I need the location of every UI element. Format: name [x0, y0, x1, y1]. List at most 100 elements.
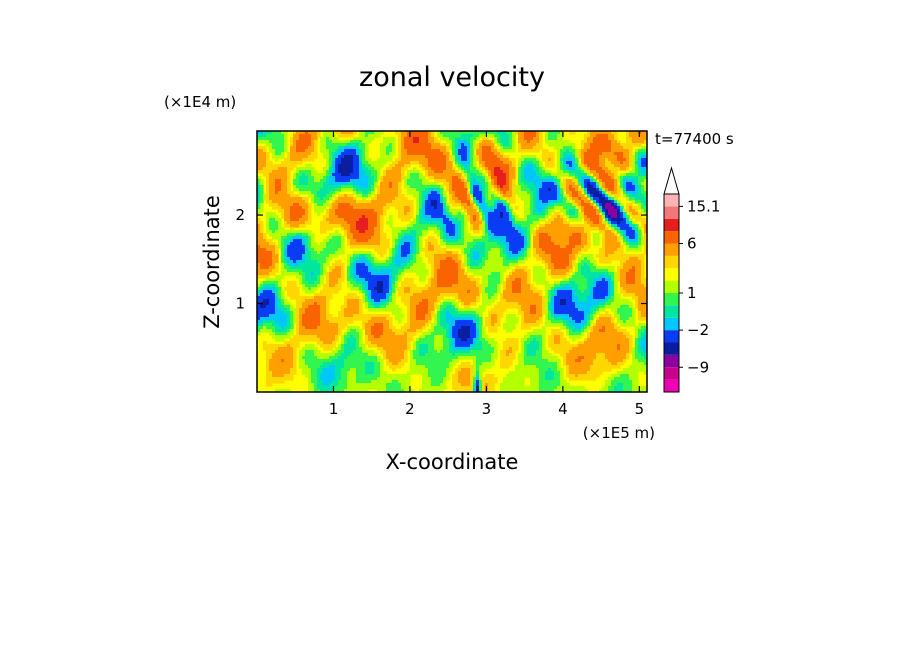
field-cell [641, 260, 645, 264]
field-cell [551, 194, 555, 198]
field-cell [545, 209, 549, 213]
field-cell [521, 176, 525, 180]
field-cell [365, 176, 369, 180]
field-cell [638, 245, 642, 249]
field-cell [449, 209, 453, 213]
field-cell [602, 224, 606, 228]
field-cell [368, 164, 372, 168]
field-cell [557, 140, 561, 144]
field-cell [536, 248, 540, 252]
field-cell [263, 146, 267, 150]
field-cell [488, 200, 492, 204]
field-cell [308, 248, 312, 252]
field-cell [482, 242, 486, 246]
field-cell [323, 257, 327, 261]
field-cell [500, 161, 504, 165]
field-cell [500, 224, 504, 228]
field-cell [290, 203, 294, 207]
field-cell [587, 227, 591, 231]
field-cell [608, 143, 612, 147]
field-cell [422, 152, 426, 156]
field-cell [284, 158, 288, 162]
field-cell [257, 239, 261, 243]
field-cell [434, 206, 438, 210]
field-cell [440, 239, 444, 243]
field-cell [344, 158, 348, 162]
field-cell [539, 215, 543, 219]
field-cell [608, 224, 612, 228]
field-cell [344, 197, 348, 201]
field-cell [578, 212, 582, 216]
field-cell [269, 167, 273, 171]
field-cell [572, 215, 576, 219]
field-cell [464, 257, 468, 261]
field-cell [308, 158, 312, 162]
field-cell [563, 188, 567, 192]
field-cell [626, 197, 630, 201]
field-cell [605, 233, 609, 237]
field-cell [257, 236, 261, 240]
field-cell [497, 248, 501, 252]
field-cell [359, 212, 363, 216]
field-cell [359, 245, 363, 249]
field-cell [527, 179, 531, 183]
field-cell [551, 233, 555, 237]
field-cell [491, 185, 495, 189]
field-cell [479, 152, 483, 156]
field-cell [644, 224, 647, 228]
field-cell [536, 236, 540, 240]
field-cell [311, 152, 315, 156]
field-cell [494, 140, 498, 144]
field-cell [311, 254, 315, 258]
field-cell [446, 251, 450, 255]
field-cell [455, 188, 459, 192]
field-cell [287, 230, 291, 234]
field-cell [584, 218, 588, 222]
field-cell [377, 260, 381, 264]
field-cell [485, 230, 489, 234]
field-cell [431, 215, 435, 219]
field-cell [617, 218, 621, 222]
field-cell [491, 260, 495, 264]
field-cell [461, 167, 465, 171]
field-cell [497, 179, 501, 183]
field-cell [500, 212, 504, 216]
field-cell [419, 221, 423, 225]
field-cell [509, 248, 513, 252]
field-cell [575, 218, 579, 222]
field-cell [587, 239, 591, 243]
field-cell [389, 143, 393, 147]
field-cell [500, 131, 504, 135]
field-cell [260, 227, 264, 231]
field-cell [377, 170, 381, 174]
field-cell [611, 248, 615, 252]
field-cell [548, 170, 552, 174]
field-cell [479, 140, 483, 144]
field-cell [299, 146, 303, 150]
field-cell [635, 167, 639, 171]
field-cell [605, 230, 609, 234]
field-cell [644, 155, 647, 159]
field-cell [500, 197, 504, 201]
field-cell [587, 134, 591, 138]
field-cell [527, 245, 531, 249]
field-cell [392, 167, 396, 171]
field-cell [572, 260, 576, 264]
field-cell [584, 152, 588, 156]
field-cell [347, 260, 351, 264]
field-cell [359, 161, 363, 165]
field-cell [374, 194, 378, 198]
field-cell [329, 134, 333, 138]
field-cell [626, 260, 630, 264]
field-cell [380, 176, 384, 180]
field-cell [266, 170, 270, 174]
field-cell [266, 227, 270, 231]
field-cell [449, 182, 453, 186]
field-cell [365, 209, 369, 213]
field-cell [509, 146, 513, 150]
field-cell [275, 260, 279, 264]
field-cell [365, 233, 369, 237]
field-cell [596, 167, 600, 171]
field-cell [464, 242, 468, 246]
field-cell [563, 167, 567, 171]
